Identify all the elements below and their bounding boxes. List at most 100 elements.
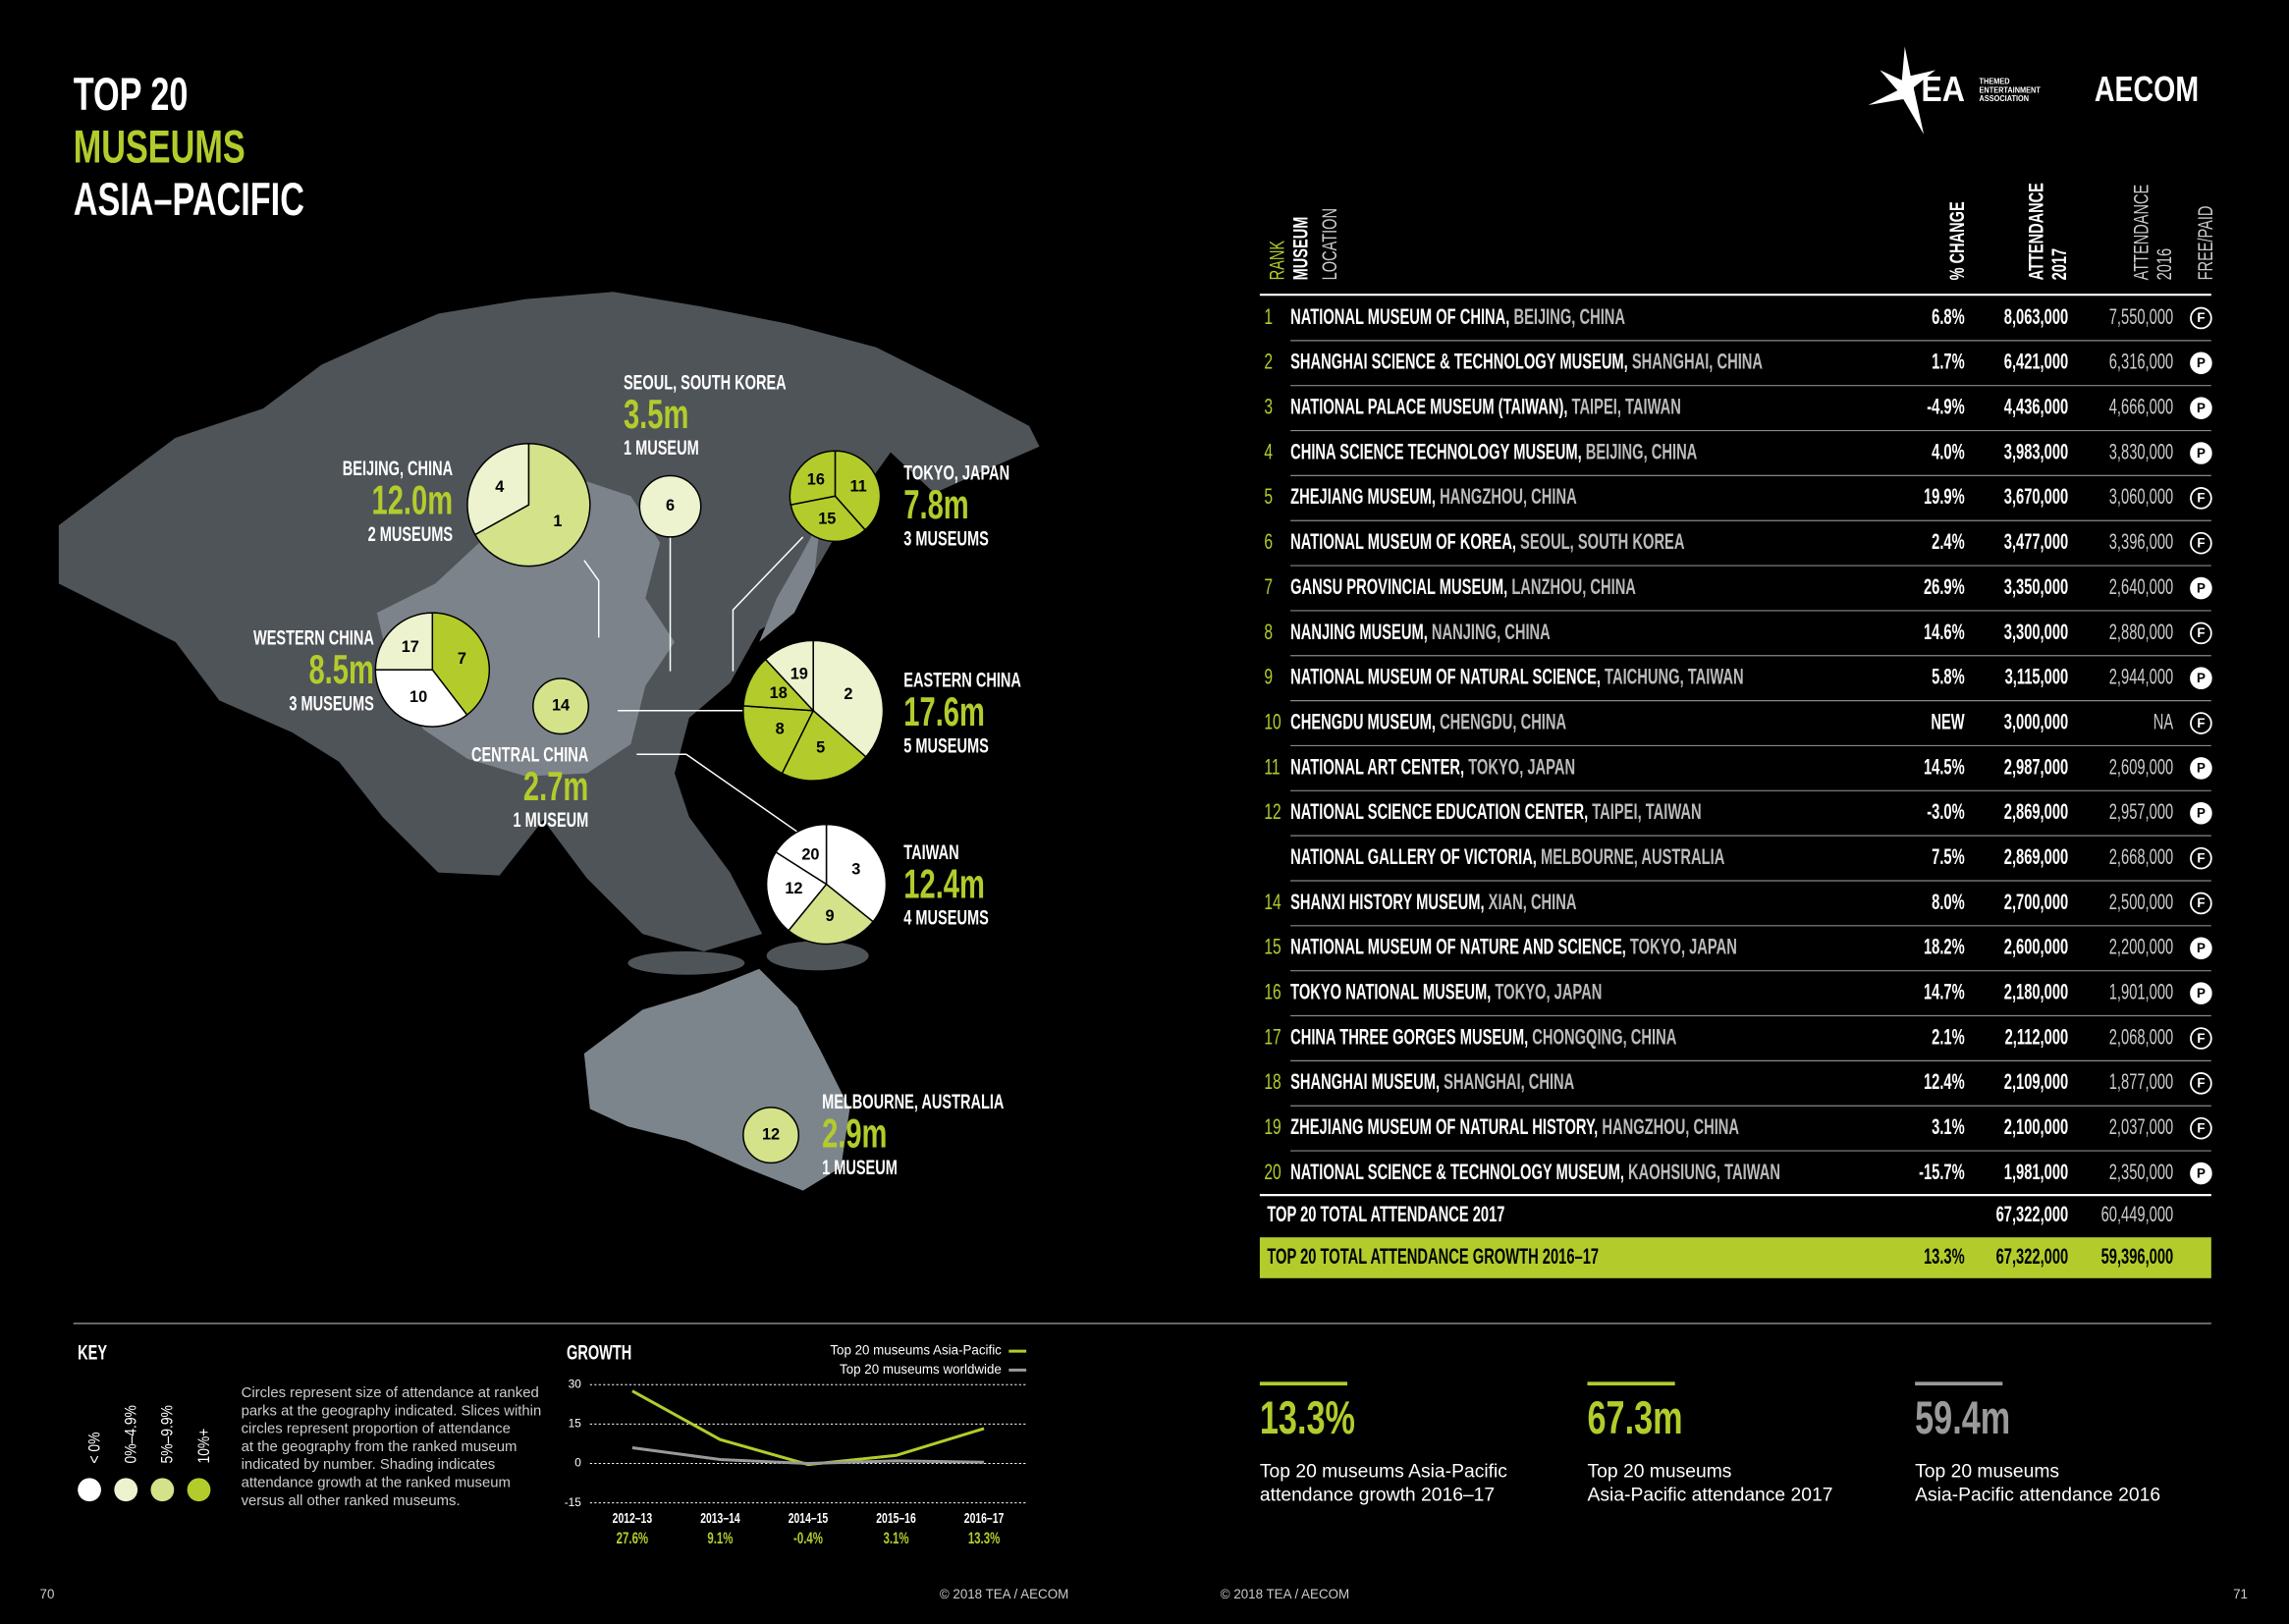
free-paid: P [2197, 986, 2206, 1001]
y-tick-label: 15 [569, 1417, 582, 1431]
rank: 4 [1264, 441, 1273, 464]
free-paid-icon [2190, 531, 2212, 555]
slice-label: 15 [818, 511, 836, 528]
museum-name: NATIONAL SCIENCE EDUCATION CENTER, [1290, 800, 1588, 825]
rank: 16 [1264, 981, 1281, 1004]
island [766, 941, 869, 971]
pie-slice [742, 1107, 800, 1164]
change: 18.2% [1924, 936, 1965, 960]
stat-bar [1915, 1381, 2003, 1386]
slice-label: 12 [785, 880, 802, 897]
attendance-2016: 4,666,000 [2109, 396, 2173, 420]
rank: 8 [1264, 621, 1273, 644]
rank: 5 [1264, 486, 1273, 510]
museum: TOKYO NATIONAL MUSEUM, TOKYO, JAPAN [1290, 981, 1602, 1005]
slice-label: 20 [801, 845, 819, 863]
museum: GANSU PROVINCIAL MUSEUM, LANZHOU, CHINA [1290, 575, 1636, 600]
museum-location: HANGZHOU, CHINA [1602, 1115, 1739, 1140]
museum-name: ZHEJIANG MUSEUM, [1290, 485, 1436, 510]
value-label: 9.1% [707, 1529, 733, 1547]
change: 6.8% [1932, 305, 1965, 330]
region-count: 4 MUSEUMS [903, 906, 989, 929]
x-tick-label: 2014–15 [789, 1509, 828, 1526]
region-count: 3 MUSEUMS [903, 527, 989, 550]
growth-row-band [1259, 1237, 2211, 1278]
slice-label: 14 [552, 697, 570, 715]
museum-name: SHANXI HISTORY MUSEUM, [1290, 891, 1484, 915]
region-count: 1 MUSEUM [822, 1156, 898, 1178]
museum-location: BEIJING, CHINA [1586, 440, 1698, 464]
region-name: EASTERN CHINA [903, 669, 1021, 691]
title-line: MUSEUMS [74, 120, 245, 173]
free-paid: F [2197, 1120, 2205, 1135]
change: -3.0% [1927, 800, 1965, 825]
attendance-2017: 2,987,000 [2004, 755, 2068, 780]
pie-slice [787, 883, 875, 946]
change: 3.1% [1932, 1115, 1965, 1140]
pie-slice [775, 823, 828, 886]
col-header: % CHANGE [1946, 201, 1969, 280]
attendance-2016: 2,500,000 [2109, 891, 2173, 915]
free-paid-icon [2190, 712, 2212, 734]
slice-label: 11 [850, 478, 867, 496]
free-paid: P [2197, 1165, 2206, 1180]
footer-text: © 2018 TEA / AECOM [940, 1587, 1068, 1601]
attendance-2016: 2,957,000 [2109, 800, 2173, 825]
free-paid-icon [2190, 982, 2212, 1004]
y-tick-label: 30 [569, 1377, 582, 1390]
title-line: ASIA–PACIFIC [74, 173, 304, 226]
x-tick-label: 2015–16 [876, 1509, 915, 1526]
slice-label: 16 [807, 470, 825, 488]
pie-slice [638, 474, 702, 538]
col-header: LOCATION [1319, 208, 1341, 280]
legend-entry: Top 20 museums Asia-Pacific [830, 1343, 1002, 1358]
key-dot [114, 1478, 138, 1502]
region-count: 2 MUSEUMS [368, 522, 454, 545]
museum: NATIONAL MUSEUM OF NATURE AND SCIENCE, T… [1290, 936, 1737, 960]
region-name: BEIJING, CHINA [343, 457, 453, 479]
museum: NANJING MUSEUM, NANJING, CHINA [1290, 621, 1551, 645]
free-paid: F [2197, 535, 2205, 550]
museum-name: CHINA THREE GORGES MUSEUM, [1290, 1025, 1528, 1050]
free-paid: F [2197, 850, 2205, 865]
footer-text: © 2018 TEA / AECOM [1221, 1587, 1349, 1601]
rank: 14 [1264, 891, 1281, 914]
free-paid: P [2197, 446, 2206, 460]
free-paid: P [2197, 806, 2206, 821]
museum-location: SHANGHAI, CHINA [1444, 1070, 1574, 1095]
attendance-2016: 3,830,000 [2109, 440, 2173, 464]
museum-name: GANSU PROVINCIAL MUSEUM, [1290, 575, 1507, 600]
slice-label: 4 [495, 478, 504, 496]
key-text: at the geography from the ranked museum [242, 1439, 518, 1455]
attendance-2017: 3,115,000 [2005, 666, 2069, 690]
value-label: 27.6% [617, 1529, 649, 1547]
col-header: 2017 [2048, 248, 2071, 280]
region-total: 12.4m [903, 860, 985, 907]
rank: 9 [1264, 666, 1273, 689]
attendance-2017: 4,436,000 [2004, 396, 2068, 420]
pie-slice [466, 443, 530, 536]
rank: 6 [1264, 531, 1273, 555]
slice-label: 7 [458, 650, 466, 668]
key-text: Circles represent size of attendance at … [242, 1385, 539, 1401]
pie-slice [742, 705, 815, 775]
museum-location: XIAN, CHINA [1489, 891, 1577, 915]
col-header: 2016 [2153, 248, 2176, 280]
pie-slice [825, 823, 888, 923]
attendance-2016: 2,350,000 [2109, 1161, 2173, 1185]
slice-label: 9 [825, 907, 834, 925]
free-paid: F [2197, 491, 2205, 506]
attendance-2017: 3,670,000 [2004, 485, 2068, 510]
attendance-2017: 2,109,000 [2004, 1070, 2068, 1095]
museum: SHANGHAI SCIENCE & TECHNOLOGY MUSEUM, SH… [1290, 351, 1763, 375]
free-paid: F [2197, 716, 2205, 731]
x-tick-label: 2016–17 [964, 1509, 1004, 1526]
museum-name: CHENGDU MUSEUM, [1290, 711, 1436, 735]
region-total: 8.5m [308, 646, 373, 693]
museum: NATIONAL ART CENTER, TOKYO, JAPAN [1290, 755, 1575, 780]
museum-name: SHANGHAI SCIENCE & TECHNOLOGY MUSEUM, [1290, 351, 1628, 375]
stat-text: Top 20 museums Asia-Pacific [1260, 1462, 1507, 1483]
region-total: 17.6m [903, 688, 985, 735]
y-tick-label: -15 [565, 1495, 582, 1509]
